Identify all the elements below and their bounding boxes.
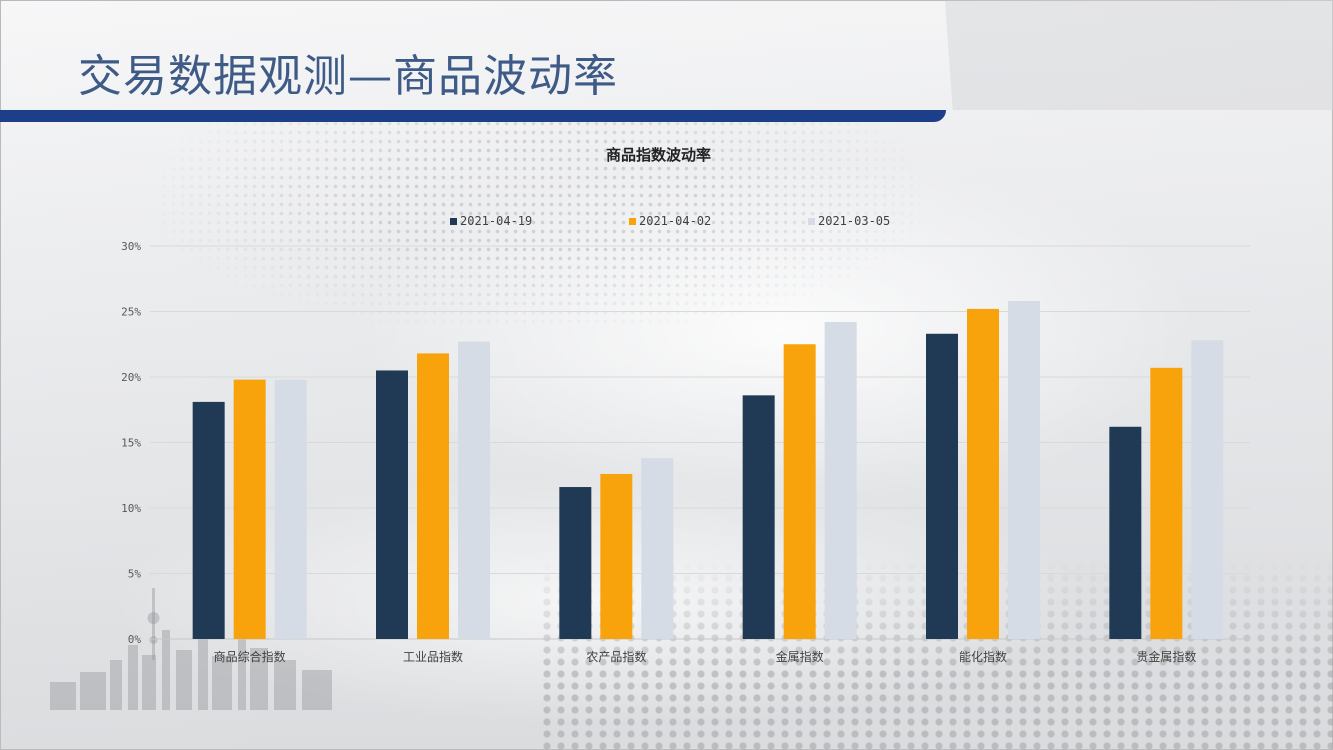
y-tick-label: 5%: [128, 568, 142, 581]
y-tick-label: 10%: [121, 502, 141, 515]
bar-2: [1150, 367, 1183, 639]
x-category-label: 贵金属指数: [1136, 649, 1196, 664]
bar-1: [192, 401, 225, 639]
bar-3: [824, 321, 857, 639]
y-tick-label: 0%: [128, 633, 142, 646]
bar-1: [742, 395, 775, 639]
bar-1: [926, 333, 958, 639]
x-category-label: 金属指数: [776, 649, 824, 664]
x-category-label: 工业品指数: [403, 649, 463, 664]
city-skyline-image: [50, 588, 332, 710]
bar-3: [274, 379, 307, 639]
y-tick-label: 15%: [121, 437, 141, 450]
bar-1: [559, 487, 592, 639]
chart-title: 商品指数波动率: [605, 146, 711, 164]
legend-item-series-1: 2021-04-19: [450, 214, 532, 228]
x-category-label: 农产品指数: [586, 649, 646, 664]
legend-swatch-series-2: [629, 217, 636, 225]
bar-3: [1191, 340, 1224, 639]
y-tick-label: 30%: [121, 240, 141, 253]
bar-2: [967, 308, 999, 639]
page-title: 交易数据观测—商品波动率: [78, 51, 618, 102]
x-category-label: 能化指数: [959, 649, 1007, 664]
x-category-label: 商品综合指数: [214, 649, 286, 664]
y-tick-label: 20%: [121, 371, 141, 384]
bar-1: [376, 370, 408, 639]
bar-1: [1109, 426, 1142, 639]
y-tick-label: 25%: [121, 306, 141, 319]
legend-swatch-series-3: [808, 217, 815, 225]
bar-2: [783, 344, 816, 639]
background-dot-world-map: [160, 110, 920, 330]
legend-swatch-series-1: [450, 217, 457, 225]
bar-2: [417, 353, 449, 639]
legend-label-series-3: 2021-03-05: [818, 214, 891, 228]
title-underline-bar: [0, 110, 946, 122]
chart-legend: 2021-04-19 2021-04-02 2021-03-05: [0, 214, 1333, 232]
legend-label-series-2: 2021-04-02: [639, 214, 712, 228]
background-top-right-panel: [945, 0, 1333, 110]
bar-2: [233, 379, 266, 639]
legend-item-series-2: 2021-04-02: [629, 214, 711, 228]
bar-2: [600, 473, 633, 639]
bar-3: [641, 458, 674, 639]
legend-label-series-1: 2021-04-19: [460, 214, 533, 228]
legend-item-series-3: 2021-03-05: [808, 214, 890, 228]
bar-3: [1008, 301, 1040, 639]
bar-3: [458, 341, 490, 639]
